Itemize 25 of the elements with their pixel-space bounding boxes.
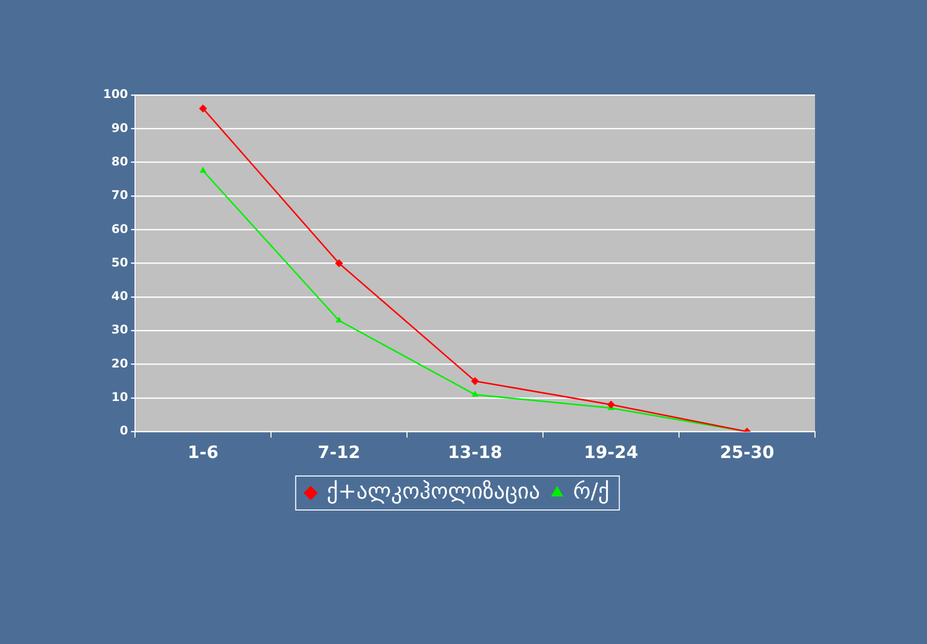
y-tick-label: 70	[111, 188, 128, 202]
point	[607, 400, 616, 409]
point	[335, 259, 344, 268]
legend-label: ქ+ალკოჰოლიზაცია	[326, 480, 540, 505]
x-tick-label: 7-12	[318, 443, 360, 464]
y-tick-label: 0	[120, 424, 128, 438]
point	[199, 104, 208, 112]
y-tick-label: 30	[111, 322, 128, 337]
y-tick-label: 40	[111, 289, 128, 304]
point	[200, 166, 207, 173]
point	[472, 390, 478, 397]
y-tick-label: 50	[111, 255, 128, 270]
x-tick-label: 13-18	[448, 443, 502, 464]
y-tick-label: 10	[111, 390, 128, 404]
legend-label: რ/ქ	[573, 480, 610, 505]
x-tick-label: 19-24	[584, 443, 638, 464]
y-tick-label: 100	[102, 87, 128, 102]
point	[336, 316, 342, 323]
y-tick-label: 20	[111, 356, 128, 370]
y-tick-label: 80	[111, 154, 128, 168]
x-tick-label: 1-6	[188, 443, 218, 464]
y-tick-label: 90	[111, 120, 128, 135]
x-tick-label: 25-30	[720, 443, 774, 464]
point	[471, 377, 480, 386]
y-tick-label: 60	[111, 222, 128, 236]
